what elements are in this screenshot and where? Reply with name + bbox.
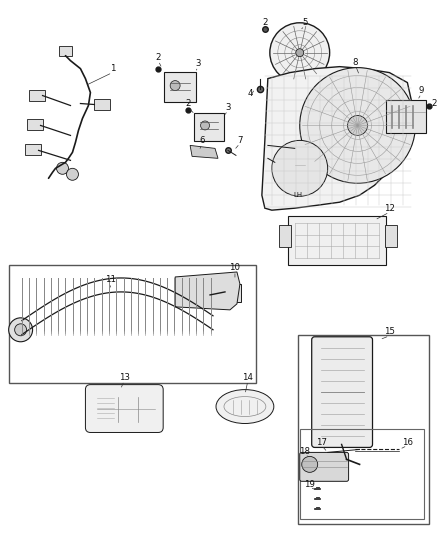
Text: 8: 8 (353, 58, 358, 67)
Text: 5: 5 (302, 18, 307, 27)
Text: 16: 16 (402, 438, 413, 447)
Text: 13: 13 (119, 373, 130, 382)
FancyBboxPatch shape (312, 337, 372, 447)
Text: 15: 15 (384, 327, 395, 336)
FancyBboxPatch shape (27, 119, 42, 131)
Text: 1: 1 (110, 64, 115, 73)
Text: 18: 18 (299, 447, 310, 456)
Circle shape (57, 163, 68, 174)
Circle shape (302, 456, 318, 472)
Text: 10: 10 (230, 263, 240, 272)
FancyBboxPatch shape (28, 90, 45, 101)
Text: 19: 19 (304, 480, 315, 489)
Circle shape (201, 121, 209, 130)
Text: 4: 4 (247, 89, 253, 98)
FancyBboxPatch shape (385, 225, 397, 247)
Circle shape (67, 168, 78, 180)
FancyBboxPatch shape (194, 114, 224, 141)
Circle shape (300, 68, 415, 183)
FancyBboxPatch shape (85, 385, 163, 432)
FancyBboxPatch shape (288, 216, 386, 265)
Text: 12: 12 (384, 204, 395, 213)
Circle shape (14, 324, 27, 336)
Text: 14: 14 (242, 373, 254, 382)
Text: 9: 9 (419, 86, 424, 95)
FancyBboxPatch shape (25, 144, 41, 155)
Text: 2: 2 (155, 53, 161, 62)
Circle shape (296, 49, 304, 56)
Text: LH: LH (293, 192, 302, 198)
Text: 17: 17 (316, 438, 327, 447)
Circle shape (9, 318, 32, 342)
Polygon shape (190, 146, 218, 158)
Text: 2: 2 (431, 99, 437, 108)
FancyBboxPatch shape (95, 99, 110, 110)
Text: 2: 2 (185, 99, 191, 108)
FancyBboxPatch shape (59, 46, 72, 55)
FancyBboxPatch shape (300, 453, 349, 481)
Circle shape (270, 23, 330, 83)
FancyBboxPatch shape (217, 284, 241, 302)
Ellipse shape (216, 390, 274, 424)
Circle shape (272, 140, 328, 196)
Circle shape (348, 116, 367, 135)
Text: 2: 2 (262, 18, 268, 27)
Polygon shape (262, 67, 411, 210)
Text: 3: 3 (195, 59, 201, 68)
FancyBboxPatch shape (164, 71, 196, 101)
Text: 3: 3 (225, 103, 231, 112)
Text: 6: 6 (199, 136, 205, 145)
FancyBboxPatch shape (279, 225, 291, 247)
Circle shape (170, 80, 180, 91)
Text: 7: 7 (237, 136, 243, 145)
FancyBboxPatch shape (386, 100, 426, 133)
Polygon shape (175, 272, 240, 310)
Text: 11: 11 (105, 276, 116, 285)
